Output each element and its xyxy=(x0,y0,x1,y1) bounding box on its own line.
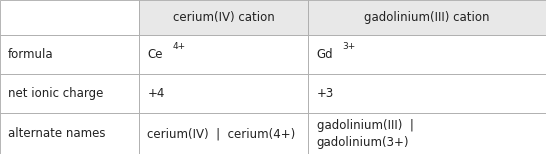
Bar xyxy=(139,35,308,74)
Bar xyxy=(308,0,546,35)
Bar xyxy=(139,113,308,154)
Text: alternate names: alternate names xyxy=(8,127,106,140)
Text: +4: +4 xyxy=(147,87,165,100)
Bar xyxy=(139,0,308,35)
Text: gadolinium(3+): gadolinium(3+) xyxy=(317,136,409,149)
Text: Ce: Ce xyxy=(147,48,163,61)
Text: 4+: 4+ xyxy=(173,42,186,51)
Text: gadolinium(III) cation: gadolinium(III) cation xyxy=(365,11,490,24)
Text: net ionic charge: net ionic charge xyxy=(8,87,104,100)
Text: formula: formula xyxy=(8,48,54,61)
Bar xyxy=(308,35,546,74)
Bar xyxy=(0,35,139,74)
Bar xyxy=(0,0,139,35)
Bar xyxy=(139,74,308,113)
Bar xyxy=(308,113,546,154)
Text: cerium(IV) cation: cerium(IV) cation xyxy=(173,11,275,24)
Text: +3: +3 xyxy=(317,87,334,100)
Text: gadolinium(III)  |: gadolinium(III) | xyxy=(317,119,413,132)
Bar xyxy=(0,74,139,113)
Text: cerium(IV)  |  cerium(4+): cerium(IV) | cerium(4+) xyxy=(147,127,296,140)
Bar xyxy=(308,74,546,113)
Text: 3+: 3+ xyxy=(342,42,355,51)
Text: Gd: Gd xyxy=(317,48,333,61)
Bar xyxy=(0,113,139,154)
